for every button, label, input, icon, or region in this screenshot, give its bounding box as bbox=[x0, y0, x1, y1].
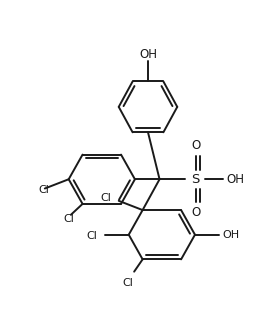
Text: Cl: Cl bbox=[123, 278, 134, 288]
Text: O: O bbox=[191, 139, 200, 152]
Text: O: O bbox=[191, 206, 200, 219]
Text: Cl: Cl bbox=[100, 193, 111, 203]
Text: S: S bbox=[191, 173, 200, 186]
Text: Cl: Cl bbox=[63, 214, 74, 224]
Text: Cl: Cl bbox=[86, 231, 97, 241]
Text: OH: OH bbox=[139, 48, 157, 61]
Text: Cl: Cl bbox=[38, 185, 49, 195]
Text: OH: OH bbox=[226, 173, 245, 186]
Text: OH: OH bbox=[222, 230, 239, 240]
